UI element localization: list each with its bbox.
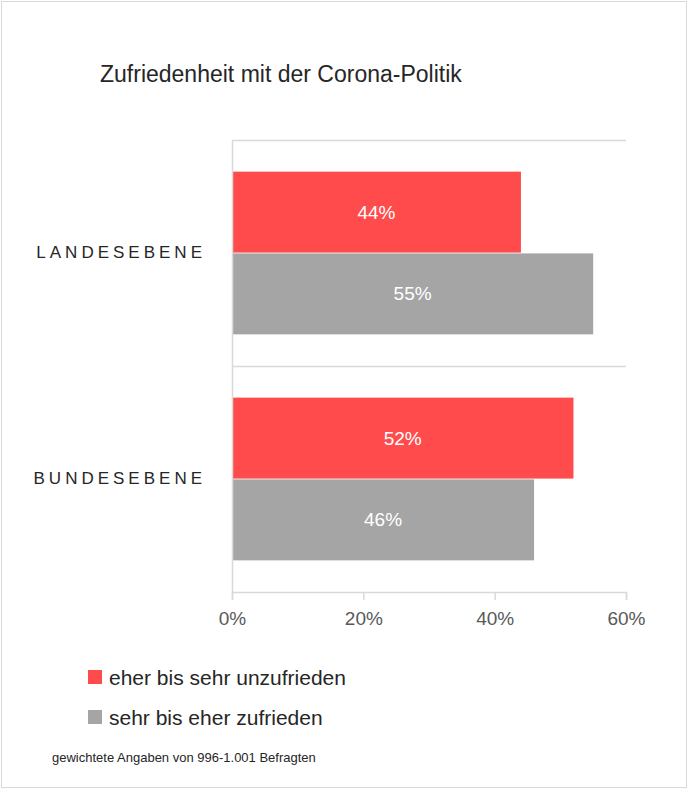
y-tick-label: BUNDESEBENE xyxy=(34,469,206,488)
y-tick: BUNDESEBENE xyxy=(34,469,232,488)
y-tick: LANDESEBENE xyxy=(36,243,232,262)
x-tick-label: 40% xyxy=(476,608,514,629)
x-tick-label: 20% xyxy=(345,608,383,629)
legend-label: sehr bis eher zufrieden xyxy=(109,706,323,729)
bar xyxy=(232,398,573,479)
legend-swatch xyxy=(88,710,102,724)
annotation: gewichtete Angaben von 996-1.001 Befragt… xyxy=(52,750,316,765)
x-tick-mark xyxy=(363,592,365,600)
x-tick-mark xyxy=(232,592,234,600)
x-tick: 0% xyxy=(219,592,247,629)
x-tick: 60% xyxy=(607,592,645,629)
data-label: 46% xyxy=(364,509,402,530)
legend-swatch xyxy=(88,670,102,684)
frame xyxy=(2,2,687,788)
data-labels: 44% 52% 55% 46% xyxy=(357,202,431,531)
x-tick-mark xyxy=(494,592,496,600)
y-tick-label: LANDESEBENE xyxy=(36,243,206,262)
chart-svg: Zufriedenheit mit der Corona-Politik 44% 5… xyxy=(0,0,689,804)
x-axis-line xyxy=(233,593,627,601)
legend-item: sehr bis eher zufrieden xyxy=(88,706,323,729)
legend: eher bis sehr unzufrieden sehr bis eher z… xyxy=(88,666,346,729)
legend-item: eher bis sehr unzufrieden xyxy=(88,666,346,689)
separator xyxy=(232,140,626,142)
y-axis: LANDESEBENE BUNDESEBENE xyxy=(34,141,233,593)
y-axis-line xyxy=(232,141,234,593)
data-label: 52% xyxy=(384,428,422,449)
bar xyxy=(232,172,521,253)
x-axis: 0% 20% 40% 60% xyxy=(219,592,646,629)
bar xyxy=(232,253,593,334)
x-tick-label: 0% xyxy=(219,608,247,629)
x-tick: 20% xyxy=(345,592,383,629)
x-tick: 40% xyxy=(476,592,514,629)
separator xyxy=(232,366,626,368)
x-tick-mark xyxy=(626,592,628,600)
separators xyxy=(232,141,626,367)
bars xyxy=(232,172,593,561)
title: Zufriedenheit mit der Corona-Politik xyxy=(100,61,462,87)
x-tick-label: 60% xyxy=(607,608,645,629)
bar xyxy=(232,479,534,560)
data-label: 55% xyxy=(394,283,432,304)
legend-label: eher bis sehr unzufrieden xyxy=(109,666,346,689)
data-label: 44% xyxy=(357,202,395,223)
